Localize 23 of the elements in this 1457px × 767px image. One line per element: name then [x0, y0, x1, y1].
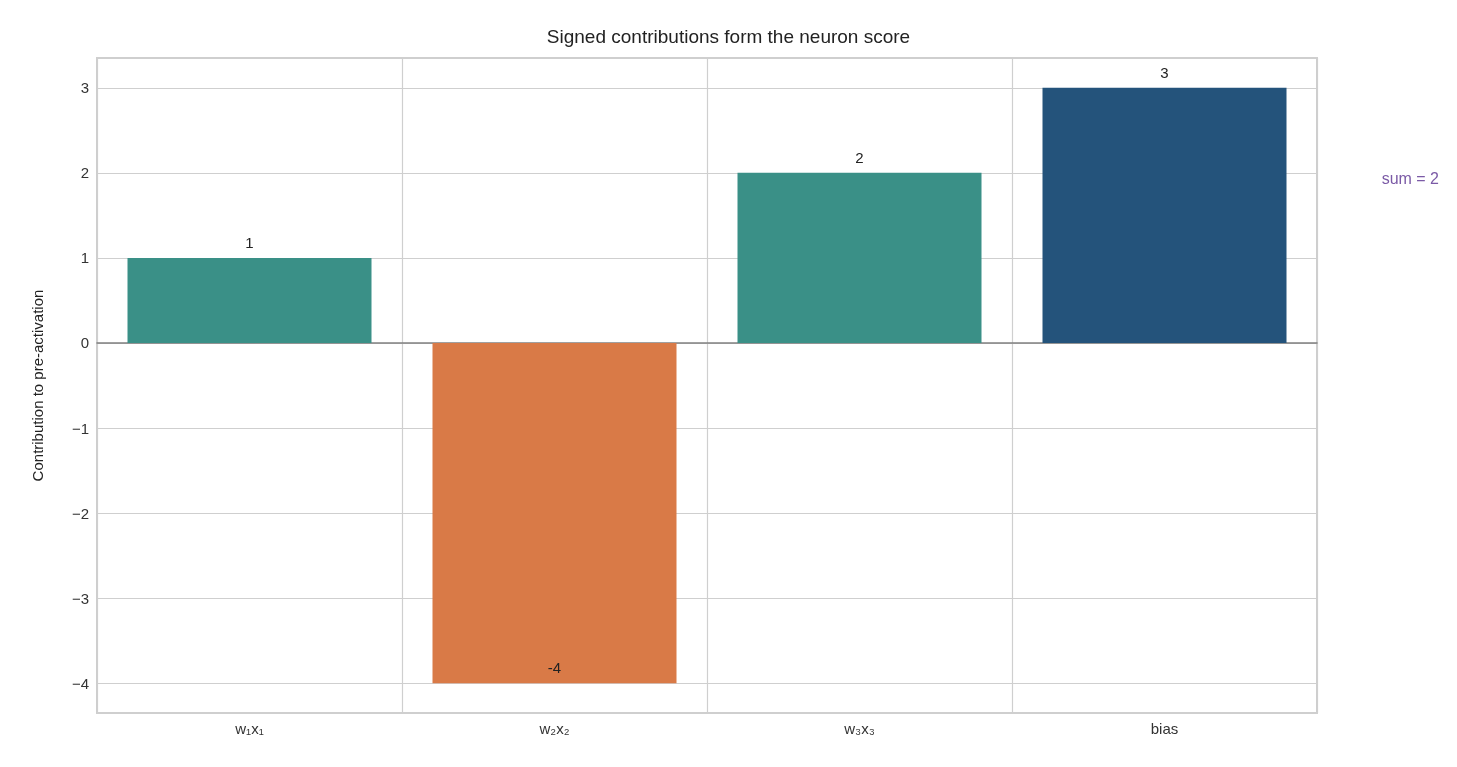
chart-title: Signed contributions form the neuron score	[546, 26, 911, 47]
y-tick-label: −2	[71, 504, 89, 522]
bar	[127, 257, 372, 343]
data-label: 1	[245, 233, 254, 251]
bar	[737, 172, 982, 343]
x-tick-label: w₁x₁	[234, 720, 264, 737]
data-label: 3	[1160, 63, 1169, 81]
y-tick-label: 2	[80, 164, 89, 182]
bar	[432, 342, 677, 684]
y-tick-label: −1	[71, 419, 89, 437]
x-tick-label: w₃x₃	[843, 720, 875, 737]
y-tick-label: −3	[71, 589, 89, 607]
bar	[1042, 87, 1287, 343]
y-tick-label: 3	[80, 79, 89, 97]
data-label: 2	[855, 148, 864, 166]
text: sum = 2	[1381, 169, 1440, 187]
y-tick-label: 0	[80, 334, 89, 352]
y-axis-title: Contribution to pre-activation	[29, 289, 46, 482]
x-tick-label: w₂x₂	[538, 720, 570, 737]
y-tick-label: −4	[71, 674, 89, 692]
y-tick-label: 1	[80, 249, 89, 267]
data-label: -4	[547, 659, 562, 677]
x-tick-label: bias	[1150, 720, 1179, 737]
